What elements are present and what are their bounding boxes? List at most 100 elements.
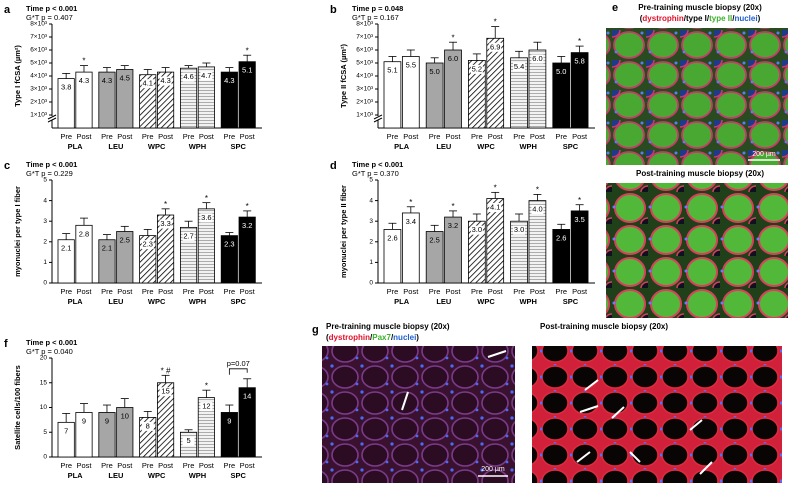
x-tick-label: Pre bbox=[183, 287, 195, 296]
image-title: Pre-training muscle biopsy (20x) bbox=[326, 322, 450, 331]
y-tick-label: 1×10³ bbox=[30, 112, 48, 119]
group-label: PLA bbox=[68, 297, 84, 306]
value-label: 2.1 bbox=[61, 244, 71, 253]
y-axis-label: Satellite cells/100 fibers bbox=[13, 365, 22, 450]
y-tick-label: 8×10³ bbox=[30, 21, 48, 28]
x-tick-label: Post bbox=[117, 461, 133, 470]
significance: * bbox=[409, 198, 412, 207]
x-tick-label: Post bbox=[403, 132, 419, 141]
group-label: WPH bbox=[519, 142, 537, 151]
x-tick-label: Post bbox=[530, 132, 546, 141]
stat-text: Time p = 0.048 bbox=[352, 4, 403, 13]
significance: * bbox=[451, 202, 454, 211]
value-label: 4.1 bbox=[490, 203, 500, 212]
y-tick-label: 2 bbox=[43, 239, 47, 246]
panel-letter: d bbox=[330, 160, 337, 172]
y-tick-label: 3×10³ bbox=[30, 86, 48, 93]
stain-legend: (dystrophin/type I/type II/nuclei) bbox=[640, 14, 761, 23]
x-tick-label: Pre bbox=[60, 461, 72, 470]
value-label: 6.9 bbox=[490, 42, 500, 51]
legend-part: ( bbox=[640, 14, 643, 23]
legend-part: ) bbox=[416, 333, 419, 342]
y-axis-label: myonuclei per type II fiber bbox=[339, 185, 348, 278]
value-label: 4.3 bbox=[224, 76, 234, 85]
y-tick-label: 7×10³ bbox=[356, 34, 374, 41]
significance: * bbox=[494, 183, 497, 192]
y-tick-label: 20 bbox=[40, 355, 48, 362]
axis-break bbox=[47, 117, 57, 123]
significance: * bbox=[246, 202, 249, 211]
significance: * bbox=[451, 33, 454, 42]
x-tick-label: Post bbox=[240, 461, 256, 470]
value-label: 2.5 bbox=[429, 235, 439, 244]
value-label: 5.0 bbox=[429, 67, 439, 76]
label-bg bbox=[489, 203, 502, 213]
value-label: 3.8 bbox=[61, 83, 71, 92]
panel-letter: c bbox=[4, 160, 10, 172]
stat-text: G*T p = 0.229 bbox=[26, 169, 73, 178]
label-bg bbox=[141, 240, 154, 250]
value-label: 5.1 bbox=[387, 66, 397, 75]
value-label: 4.3 bbox=[102, 76, 112, 85]
legend-part: ( bbox=[326, 333, 329, 342]
x-tick-label: Pre bbox=[60, 132, 72, 141]
x-tick-label: Pre bbox=[142, 287, 154, 296]
value-label: 2.6 bbox=[387, 233, 397, 242]
group-label: LEU bbox=[108, 142, 123, 151]
legend-part: / bbox=[370, 333, 373, 342]
image-title: Post-training muscle biopsy (20x) bbox=[540, 322, 668, 331]
value-label: 5.0 bbox=[556, 67, 566, 76]
value-label: 9 bbox=[105, 416, 109, 425]
panel-letter: f bbox=[4, 338, 8, 350]
x-tick-label: Pre bbox=[224, 132, 236, 141]
y-tick-label: 5 bbox=[369, 177, 373, 184]
y-tick-label: 0 bbox=[369, 280, 373, 287]
value-label: 10 bbox=[121, 411, 129, 420]
x-tick-label: Pre bbox=[101, 461, 113, 470]
x-tick-label: Pre bbox=[183, 132, 195, 141]
value-label: 2.3 bbox=[143, 240, 153, 249]
legend-part: dystrophin bbox=[329, 333, 370, 342]
value-label: 6.0 bbox=[448, 54, 458, 63]
group-label: WPC bbox=[477, 142, 495, 151]
x-tick-label: Pre bbox=[183, 461, 195, 470]
significance: * bbox=[205, 381, 208, 390]
significance: * bbox=[494, 18, 497, 27]
label-bg bbox=[513, 225, 526, 235]
x-tick-label: Pre bbox=[471, 132, 483, 141]
group-label: WPH bbox=[519, 297, 537, 306]
value-label: 3.2 bbox=[448, 221, 458, 230]
y-tick-label: 5×10³ bbox=[30, 60, 48, 67]
value-label: 5 bbox=[186, 436, 190, 445]
x-tick-label: Pre bbox=[429, 132, 441, 141]
group-label: LEU bbox=[436, 297, 451, 306]
legend-part: nuclei bbox=[734, 14, 757, 23]
significance: * bbox=[536, 186, 539, 195]
group-label: PLA bbox=[68, 471, 84, 480]
legend-part: ) bbox=[758, 14, 761, 23]
bracket-label: p=0.07 bbox=[227, 359, 250, 368]
value-label: 9 bbox=[82, 416, 86, 425]
value-label: 5.1 bbox=[242, 66, 252, 75]
stat-text: G*T p = 0.370 bbox=[352, 169, 399, 178]
x-tick-label: Pre bbox=[513, 287, 525, 296]
axis-break bbox=[47, 114, 57, 120]
group-label: LEU bbox=[108, 471, 123, 480]
x-tick-label: Post bbox=[76, 287, 92, 296]
x-tick-label: Pre bbox=[429, 287, 441, 296]
group-label: WPC bbox=[148, 471, 166, 480]
axis-break bbox=[373, 117, 383, 123]
x-tick-label: Pre bbox=[555, 287, 567, 296]
x-tick-label: Post bbox=[530, 287, 546, 296]
y-axis-label: Type I fCSA (µm²) bbox=[13, 45, 22, 107]
stat-text: Time p < 0.001 bbox=[352, 160, 403, 169]
x-tick-label: Pre bbox=[101, 132, 113, 141]
value-label: 3.0 bbox=[472, 225, 482, 234]
label-bg bbox=[470, 64, 483, 74]
group-label: LEU bbox=[108, 297, 123, 306]
significance: * # bbox=[161, 366, 171, 375]
label-bg bbox=[489, 42, 502, 52]
y-tick-label: 5 bbox=[43, 177, 47, 184]
significance: * bbox=[205, 194, 208, 203]
y-tick-label: 4 bbox=[43, 197, 47, 204]
